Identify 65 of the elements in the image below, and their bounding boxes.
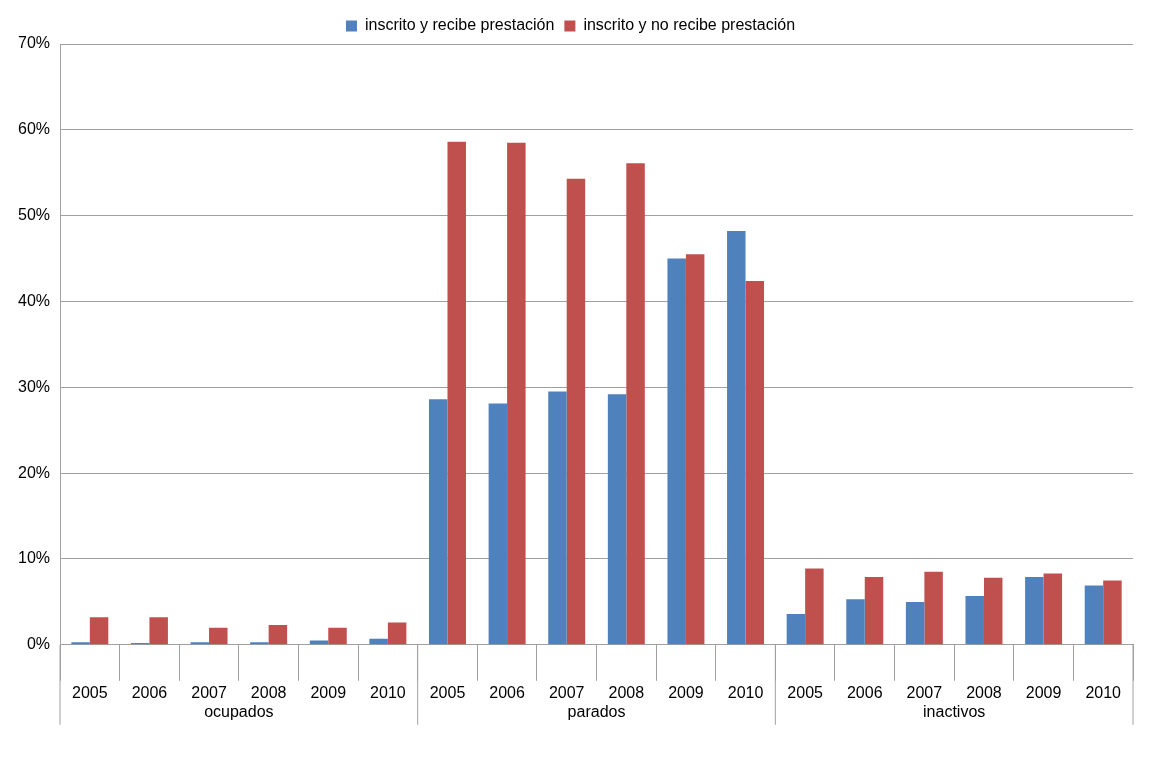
y-tick-label: 20% (17, 463, 51, 481)
bar (149, 617, 168, 645)
x-tick-label: 2010 (370, 683, 406, 701)
bar (71, 642, 90, 645)
bar (864, 577, 884, 645)
legend-label: inscrito y no recibe prestación (583, 16, 796, 34)
text: ocupados (204, 703, 274, 721)
y-tick-label: 40% (17, 291, 51, 309)
x-tick-label: 2006 (131, 683, 168, 701)
text: inactivos (923, 703, 986, 721)
bar (209, 627, 228, 645)
x-tick-label: 2005 (72, 683, 108, 701)
bar (626, 163, 645, 645)
text: parados (567, 703, 626, 721)
y-tick-label: 70% (17, 34, 51, 52)
bar (1043, 573, 1063, 645)
x-tick-label: 2007 (548, 683, 585, 701)
bar (983, 577, 1003, 645)
bar (89, 617, 109, 645)
bar (685, 254, 705, 645)
bar (727, 231, 746, 645)
bar (924, 571, 943, 645)
bar (268, 625, 288, 645)
bar (548, 391, 567, 645)
bar (447, 141, 466, 645)
x-tick-label: 2008 (966, 683, 1002, 701)
y-tick-label: 0% (26, 635, 51, 653)
x-tick-label: 2006 (846, 683, 883, 701)
bar (328, 627, 347, 645)
x-tick-label: 2005 (787, 683, 824, 701)
bar (250, 642, 269, 645)
x-tick-label: 2007 (906, 683, 943, 701)
bar (905, 601, 925, 645)
x-tick-label: 2010 (1085, 683, 1122, 701)
y-tick-label: 60% (17, 120, 51, 138)
bar (607, 394, 627, 645)
bar (667, 258, 686, 645)
bar (369, 638, 388, 645)
bar (1103, 580, 1122, 645)
bar (786, 613, 806, 645)
x-tick-label: 2009 (310, 683, 347, 701)
x-tick-label: 2006 (489, 683, 525, 701)
bar (805, 568, 824, 645)
x-tick-label: 2005 (429, 683, 466, 701)
bar (507, 142, 526, 645)
bar (1084, 585, 1104, 645)
bar (846, 599, 865, 645)
x-tick-label: 2008 (250, 683, 287, 701)
x-tick-label: 2009 (1025, 683, 1062, 701)
bar (965, 595, 984, 645)
y-tick-label: 10% (17, 549, 51, 567)
x-tick-label: 2007 (191, 683, 227, 701)
bar (1025, 577, 1044, 645)
bar (745, 280, 765, 645)
y-tick-label: 30% (17, 377, 51, 395)
bar (566, 178, 586, 645)
bar (387, 622, 407, 645)
bar (429, 399, 448, 645)
x-tick-label: 2009 (668, 683, 704, 701)
bar (488, 403, 508, 645)
y-tick-label: 50% (17, 206, 51, 224)
bar (190, 642, 210, 645)
x-tick-label: 2010 (727, 683, 764, 701)
x-tick-label: 2008 (608, 683, 645, 701)
legend-label: inscrito y recibe prestación (364, 16, 555, 34)
